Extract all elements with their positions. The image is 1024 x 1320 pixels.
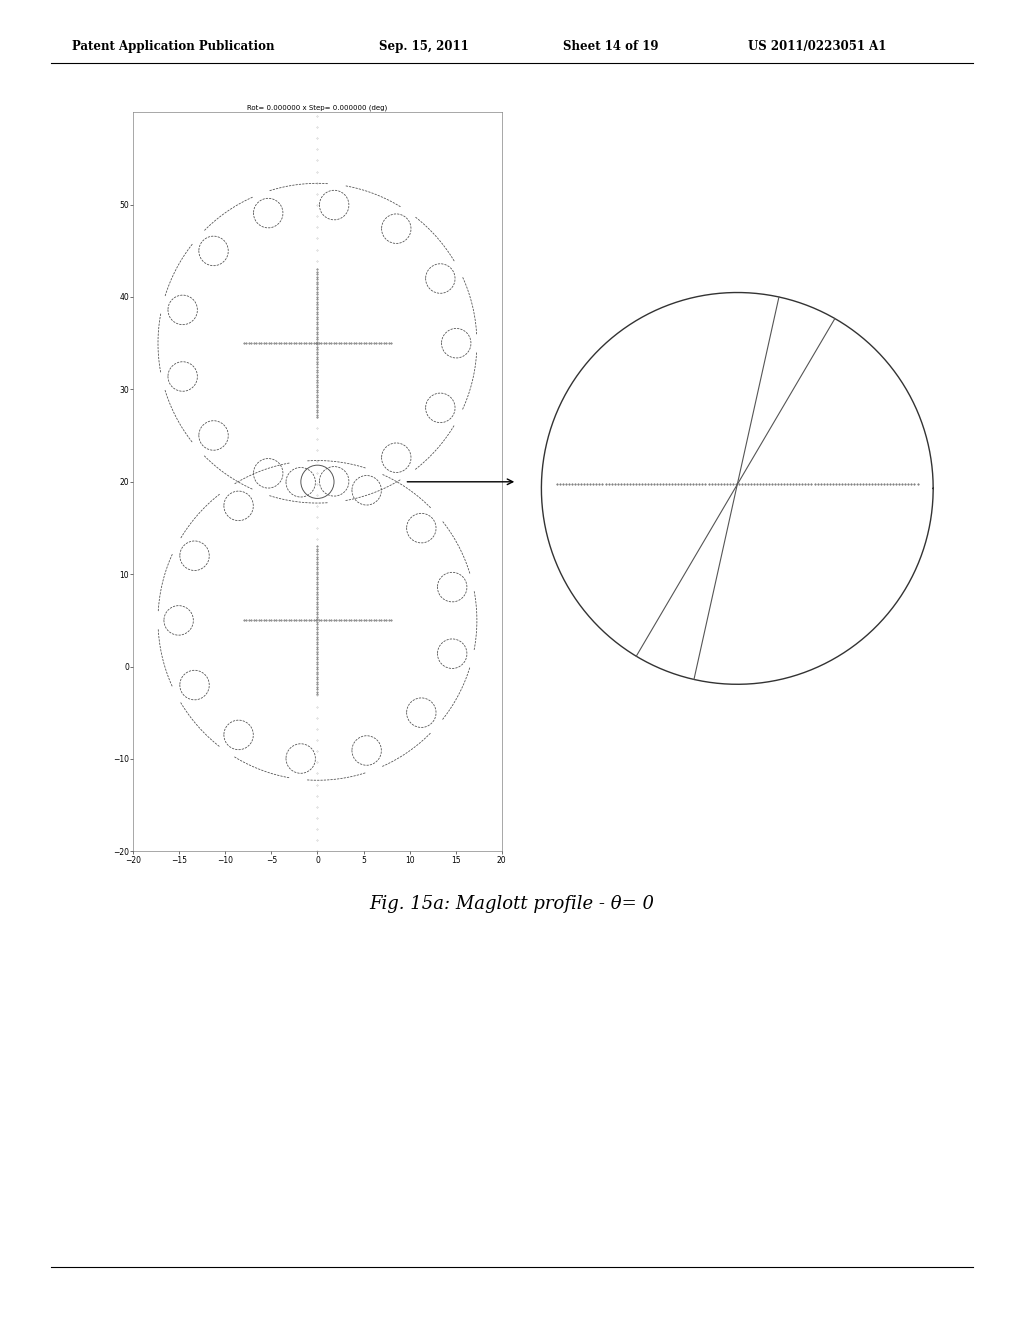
Text: Sep. 15, 2011: Sep. 15, 2011 <box>379 40 469 53</box>
FancyArrowPatch shape <box>408 479 513 484</box>
Title: Rot= 0.000000 x Step= 0.000000 (deg): Rot= 0.000000 x Step= 0.000000 (deg) <box>248 104 387 111</box>
Text: US 2011/0223051 A1: US 2011/0223051 A1 <box>748 40 886 53</box>
Text: Fig. 15a: Maglott profile - θ= 0: Fig. 15a: Maglott profile - θ= 0 <box>370 895 654 913</box>
Text: Sheet 14 of 19: Sheet 14 of 19 <box>563 40 658 53</box>
Text: Patent Application Publication: Patent Application Publication <box>72 40 274 53</box>
